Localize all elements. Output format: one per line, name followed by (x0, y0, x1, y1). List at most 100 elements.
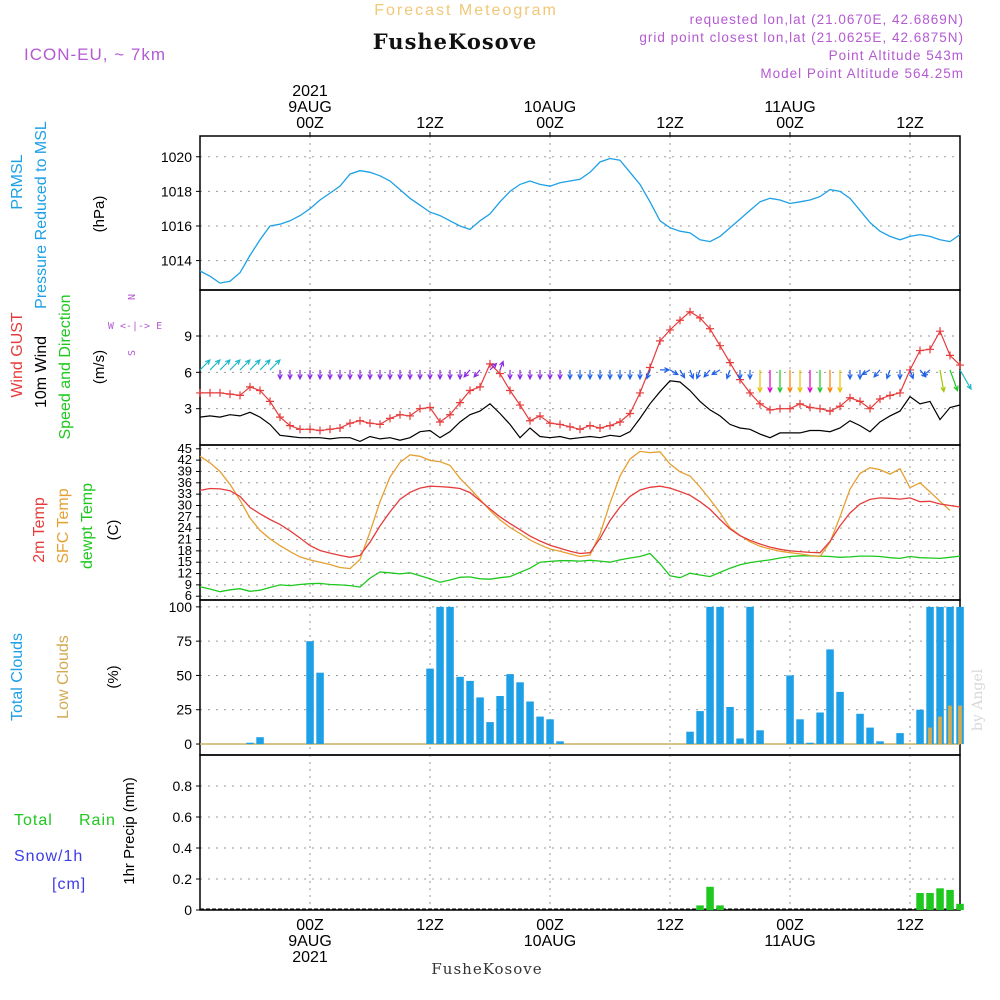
gust-marker (636, 388, 644, 397)
wind-direction-arrow (209, 359, 221, 371)
gust-marker (616, 417, 624, 426)
precip-tick-label: 0 (184, 902, 192, 918)
top-time-label: 11AUG (764, 99, 815, 116)
wind-dir-label: Speed and Direction (57, 295, 74, 440)
wind-direction-arrow (757, 369, 763, 394)
wind-direction-arrow (507, 369, 513, 381)
temp-tick-label: 36 (178, 475, 192, 490)
total-cloud-bar (516, 682, 524, 744)
wind-direction-arrow (387, 369, 393, 381)
wind-direction-arrow (897, 369, 903, 381)
wind-direction-arrow (767, 369, 773, 394)
compass-n: N (127, 294, 138, 300)
wind-direction-arrow (747, 369, 753, 381)
gust-marker (266, 397, 274, 406)
wind-direction-arrow (259, 359, 271, 371)
total-cloud-bar (826, 649, 834, 744)
gust-marker (206, 388, 214, 397)
model-label: ICON-EU, ~ 7km (24, 45, 166, 64)
clouds-frame (199, 599, 961, 756)
wind-direction-arrow (959, 369, 972, 391)
gust-marker (586, 421, 594, 430)
pressure-label-2: Pressure Reduced to MSL (33, 121, 50, 309)
gust-marker (316, 426, 324, 435)
clouds-tick-label: 50 (176, 667, 192, 683)
gust-marker (226, 390, 234, 399)
gust-marker (886, 391, 894, 400)
wind-direction-arrow (909, 369, 915, 380)
gust-marker (436, 417, 444, 426)
gust-marker (546, 419, 554, 428)
total-cloud-bar (796, 719, 804, 744)
pressure-tick-label: 1014 (161, 253, 192, 269)
wind-label: 10m Wind (33, 336, 50, 408)
footer-location: FusheKosove (431, 960, 542, 978)
top-time-label: 12Z (416, 115, 444, 132)
wind-direction-arrow (857, 369, 863, 381)
gust-marker (566, 422, 574, 431)
top-time-label: 00Z (776, 115, 804, 132)
temp-tick-label: 33 (178, 486, 192, 501)
wind-unit: (m/s) (91, 350, 108, 384)
compass-ew: W <-|-> E (108, 321, 162, 332)
compass-s: S (127, 350, 138, 356)
total-cloud-bar (726, 707, 734, 744)
wind-direction-arrow (725, 369, 731, 380)
rain-bar (696, 905, 704, 910)
total-cloud-bar (876, 741, 884, 744)
gust-marker (956, 361, 964, 370)
temp-tick-label: 18 (178, 543, 192, 558)
temp-tick-label: 9 (185, 577, 192, 592)
total-cloud-bar (956, 606, 964, 745)
gust-marker (416, 404, 424, 413)
total-cloud-bar (316, 672, 324, 744)
gust-marker (296, 425, 304, 434)
gust-marker (256, 386, 264, 395)
gust-marker (236, 391, 244, 400)
total-cloud-bar (856, 713, 864, 744)
total-cloud-bar (896, 733, 904, 745)
precip-tick-label: 0.4 (173, 840, 193, 856)
wind-speed-line (199, 380, 961, 443)
total-cloud-bar (946, 606, 954, 745)
total-cloud-bar (786, 675, 794, 744)
wind-direction-arrow (861, 369, 871, 376)
gust-marker (696, 313, 704, 322)
gust-marker (506, 386, 514, 395)
gust-marker (726, 358, 734, 367)
rain-bar (916, 893, 924, 910)
wind-direction-arrow (287, 369, 293, 381)
wind-direction-arrow (327, 369, 333, 381)
pressure-frame (199, 135, 961, 291)
precip-frame (199, 754, 961, 911)
gust-marker (406, 411, 414, 420)
temp-tick-label: 30 (178, 497, 192, 512)
low-cloud-bar (958, 705, 962, 744)
wind-direction-arrow (397, 369, 403, 381)
gust-marker (456, 398, 464, 407)
wind-direction-arrow (347, 369, 353, 381)
precip-rain-label: Rain (79, 812, 116, 829)
gust-marker (936, 327, 944, 336)
requested-coords: requested lon,lat (21.0670E, 42.6869N) (690, 12, 964, 27)
total-cloud-bar (436, 606, 444, 745)
wind-direction-arrow (587, 369, 593, 381)
temp-tick-label: 15 (178, 554, 192, 569)
gust-marker (536, 411, 544, 420)
total-cloud-bar (816, 712, 824, 744)
gust-marker (556, 420, 564, 429)
gust-label: Wind GUST (9, 312, 26, 398)
gust-marker (446, 410, 454, 419)
wind-direction-arrow (837, 369, 843, 394)
wind-direction-arrow (847, 369, 853, 381)
bottom-time-label: 2021 (292, 949, 328, 966)
pressure-line (199, 157, 961, 284)
gust-marker (426, 403, 434, 412)
total-cloud-bar (496, 696, 504, 744)
wind-direction-arrow (695, 369, 701, 380)
top-time-label: 12Z (896, 115, 924, 132)
total-cloud-bar (716, 606, 724, 745)
chart-title: Forecast Meteogram (374, 2, 558, 19)
gust-marker (826, 407, 834, 416)
